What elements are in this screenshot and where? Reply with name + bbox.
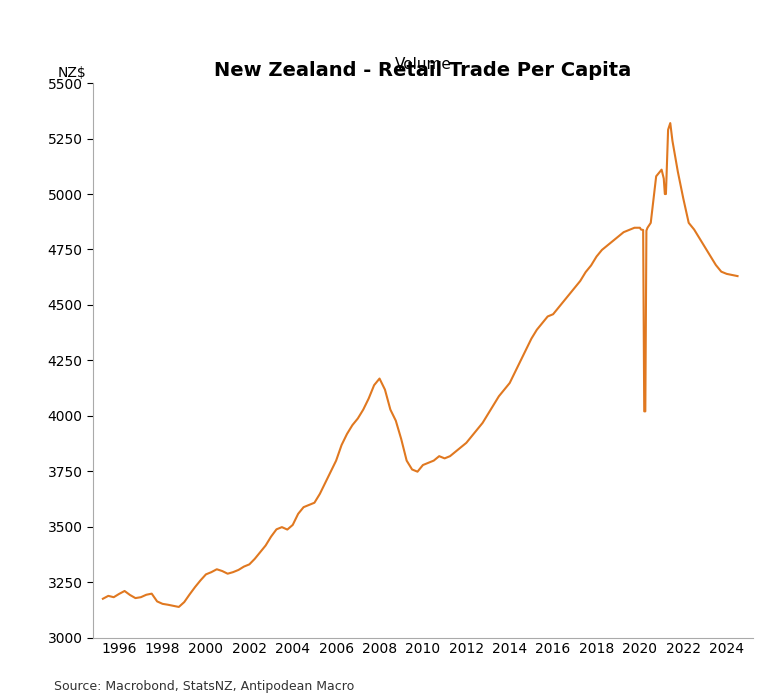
Text: Volume: Volume xyxy=(394,57,452,72)
Text: NZ$: NZ$ xyxy=(57,67,86,80)
Title: New Zealand - Retail Trade Per Capita: New Zealand - Retail Trade Per Capita xyxy=(214,61,632,80)
Text: Source: Macrobond, StatsNZ, Antipodean Macro: Source: Macrobond, StatsNZ, Antipodean M… xyxy=(54,680,355,692)
